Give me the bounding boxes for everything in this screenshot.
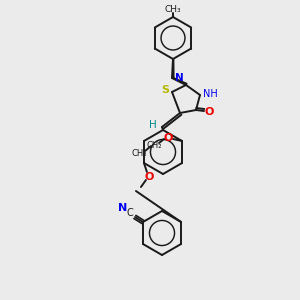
Text: H: H xyxy=(149,120,157,130)
Text: C: C xyxy=(127,208,133,218)
Text: O: O xyxy=(144,172,154,182)
Text: O: O xyxy=(204,107,214,117)
Text: N: N xyxy=(118,203,128,213)
Text: CH₃: CH₃ xyxy=(131,148,147,158)
Text: N: N xyxy=(175,73,183,83)
Text: CH₃: CH₃ xyxy=(165,4,181,14)
Text: S: S xyxy=(161,85,169,95)
Text: NH: NH xyxy=(202,89,217,99)
Text: CH₂: CH₂ xyxy=(146,140,162,149)
Text: O: O xyxy=(164,133,173,143)
